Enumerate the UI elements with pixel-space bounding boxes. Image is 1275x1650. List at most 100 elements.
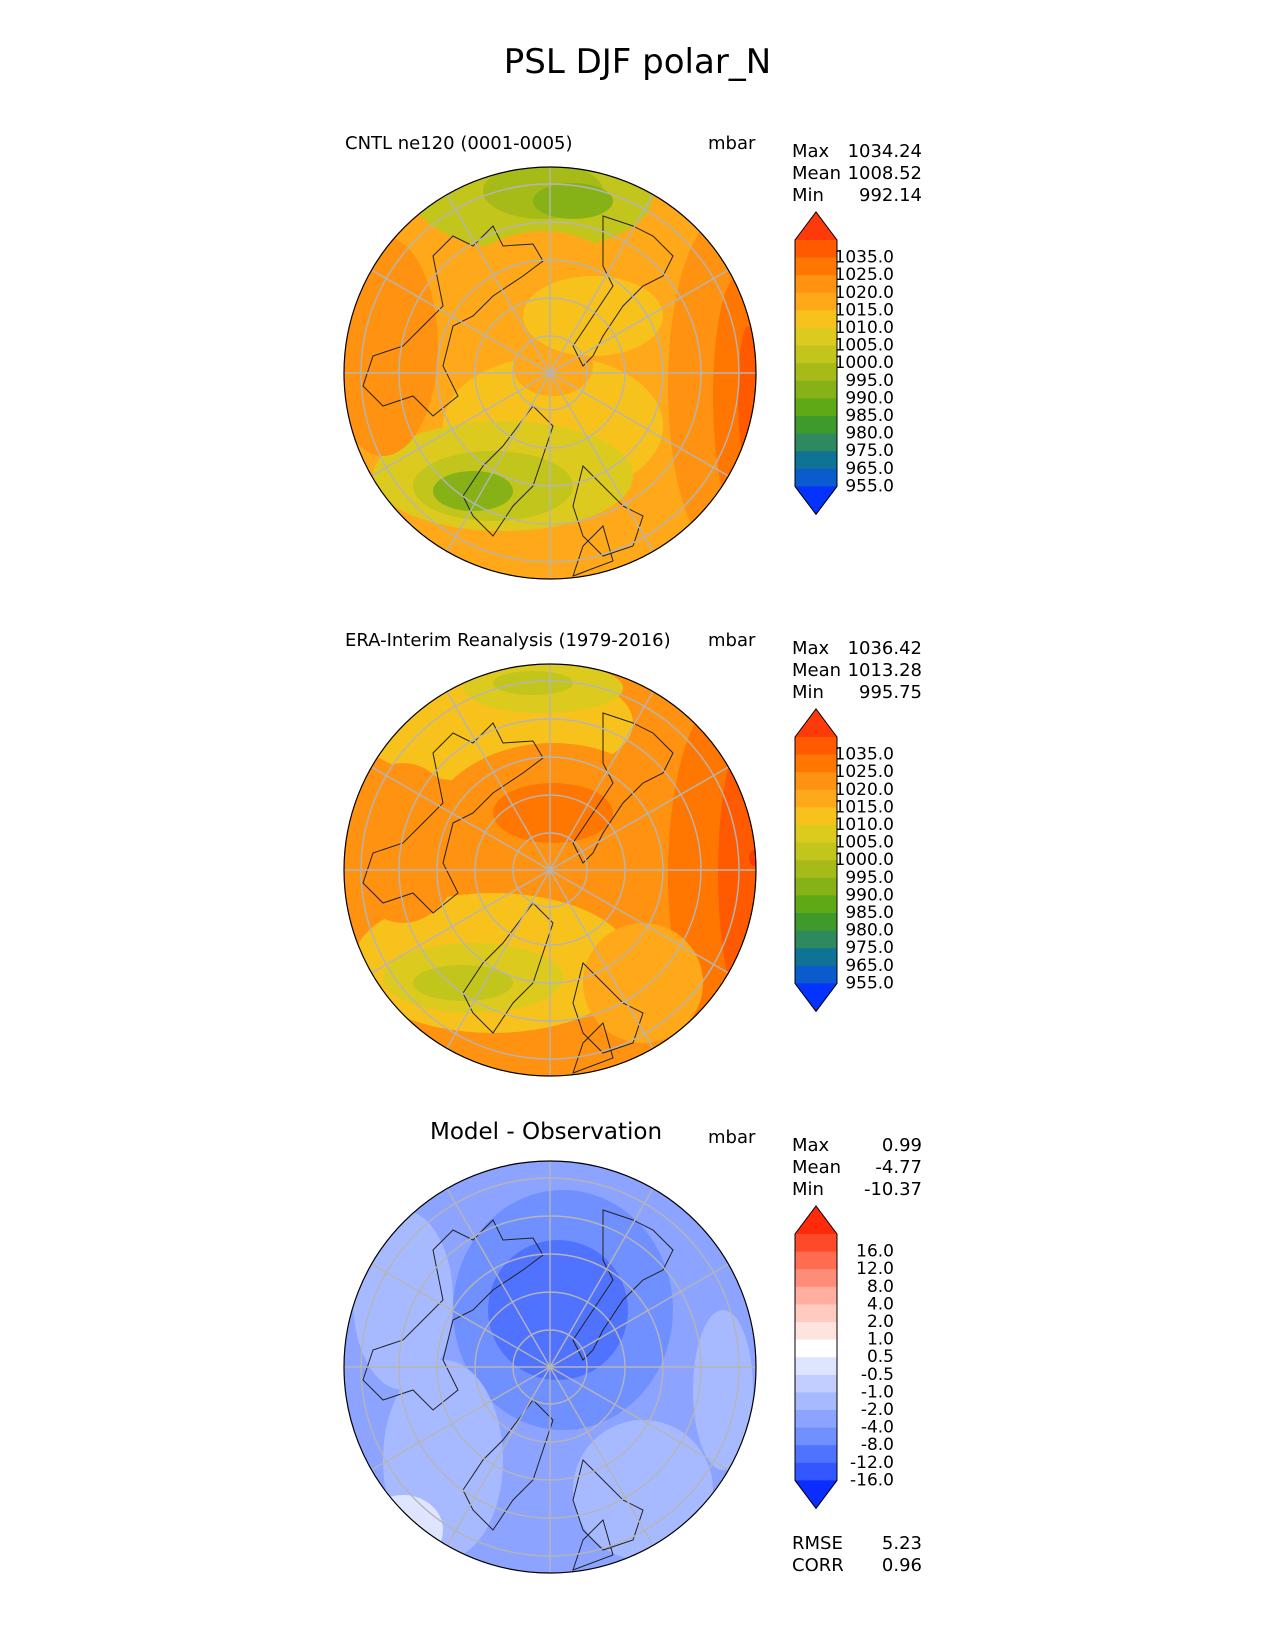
colorbar-segment [795,1445,837,1464]
colorbar-segment [795,877,837,896]
colorbar-segment [795,468,837,487]
colorbar-outline [794,1205,838,1510]
coastline [362,1209,674,1571]
min-label: Min [792,185,824,206]
colorbar-segment [795,842,837,861]
max-value: 0.99 [881,1135,922,1156]
colorbar-tick-label: 1010.0 [835,318,894,338]
colorbar-outline [794,708,838,1013]
colorbar-segment [795,1392,837,1411]
meridian-gridline [444,190,551,374]
colorbar-tick-label: 1000.0 [835,850,894,870]
colorbar-tick-label: 1020.0 [835,283,894,303]
colorbar-segment [795,345,837,364]
meridian-gridline [549,267,733,374]
contour-region [433,471,513,511]
meridian-gridline [444,372,551,556]
colorbar-segment [795,1286,837,1305]
meridian-gridline [549,869,733,976]
colorbar-segment [795,380,837,399]
colorbar-segment [795,860,837,879]
meridian-gridline [444,1184,551,1368]
colorbar-tick-label: 980.0 [845,424,894,444]
meridian-gridline [444,1366,551,1550]
colorbar-segment [795,1410,837,1429]
mean-value: -4.77 [875,1157,922,1178]
colorbar-segment [795,398,837,417]
meridian-gridline [367,1366,551,1473]
colorbar: 1035.01025.01020.01015.01010.01005.01000… [794,211,894,516]
colorbar-tick-label: -1.0 [861,1382,894,1402]
colorbar: 16.012.08.04.02.01.00.5-0.5-1.0-2.0-4.0-… [794,1205,894,1510]
colorbar-segment [795,772,837,791]
colorbar-segment [795,363,837,382]
meridian-gridline [367,869,551,976]
colorbar-segment [795,930,837,949]
colorbar-segment [795,807,837,826]
colorbar-segment [795,754,837,773]
map-boundary [343,663,757,1077]
max-label: Max [792,1135,830,1156]
colorbar-tick-label: 1025.0 [835,265,894,285]
meridian-gridline [549,764,733,871]
mean-value: 1008.52 [847,163,922,184]
panel-title: CNTL ne120 (0001-0005) [345,133,573,154]
colorbar-tick-label: 1010.0 [835,815,894,835]
min-label: Min [792,1179,824,1200]
units-label: mbar [708,630,756,651]
min-label: Min [792,682,824,703]
colorbar-segment [795,433,837,452]
colorbar-tick-label: 990.0 [845,388,894,408]
meridian-gridline [549,1366,656,1550]
colorbar-tick-label: 995.0 [845,371,894,391]
meridian-gridline [549,372,733,479]
polar-map [343,1160,757,1574]
colorbar-segment [795,257,837,276]
max-value: 1036.42 [847,638,922,659]
panel-title: ERA-Interim Reanalysis (1979-2016) [345,630,671,651]
colorbar-tick-label: 955.0 [845,476,894,496]
colorbar-extend-bottom [795,1480,837,1509]
colorbar-tick-label: 985.0 [845,903,894,923]
map-boundary [343,1160,757,1574]
meridian-gridline [549,869,656,1053]
colorbar-tick-label: -12.0 [850,1453,894,1473]
colorbar-extend-top [795,709,837,737]
panel-diff: Model - Observation mbar Max 0.99 Mean -4.… [0,1119,1275,1607]
contour-region [363,1495,443,1565]
mean-value: 1013.28 [847,660,922,681]
colorbar-tick-label: -8.0 [861,1435,894,1455]
colorbar-tick-label: 955.0 [845,973,894,993]
colorbar-tick-label: 2.0 [867,1312,894,1332]
colorbar: 1035.01025.01020.01015.01010.01005.01000… [794,708,894,1013]
contour-region [533,183,613,219]
colorbar-segment [795,1322,837,1341]
colorbar-segment [795,328,837,347]
colorbar-extend-top [795,1206,837,1234]
meridian-gridline [367,372,551,479]
error-stats-box: RMSE 5.23 CORR 0.96 [792,1533,922,1577]
corr-label: CORR [792,1555,844,1576]
colorbar-segment [795,1462,837,1481]
colorbar-tick-label: 4.0 [867,1294,894,1314]
figure-title: PSL DJF polar_N [503,42,772,82]
colorbar-segment [795,1234,837,1253]
max-label: Max [792,141,830,162]
colorbar-tick-label: 1025.0 [835,762,894,782]
colorbar-segment [795,1251,837,1270]
colorbar-segment [795,789,837,808]
colorbar-tick-label: 1005.0 [835,336,894,356]
colorbar-tick-label: 965.0 [845,459,894,479]
colorbar-segment [795,948,837,967]
colorbar-tick-label: 1035.0 [835,745,894,765]
colorbar-tick-label: 990.0 [845,885,894,905]
colorbar-tick-label: 965.0 [845,956,894,976]
meridian-gridline [549,372,656,556]
colorbar-segment [795,416,837,435]
colorbar-segment [795,913,837,932]
colorbar-tick-label: 0.5 [867,1347,894,1367]
colorbar-outline [794,211,838,516]
colorbar-tick-label: 995.0 [845,868,894,888]
mean-label: Mean [792,1157,842,1178]
contour-region [353,1210,453,1390]
